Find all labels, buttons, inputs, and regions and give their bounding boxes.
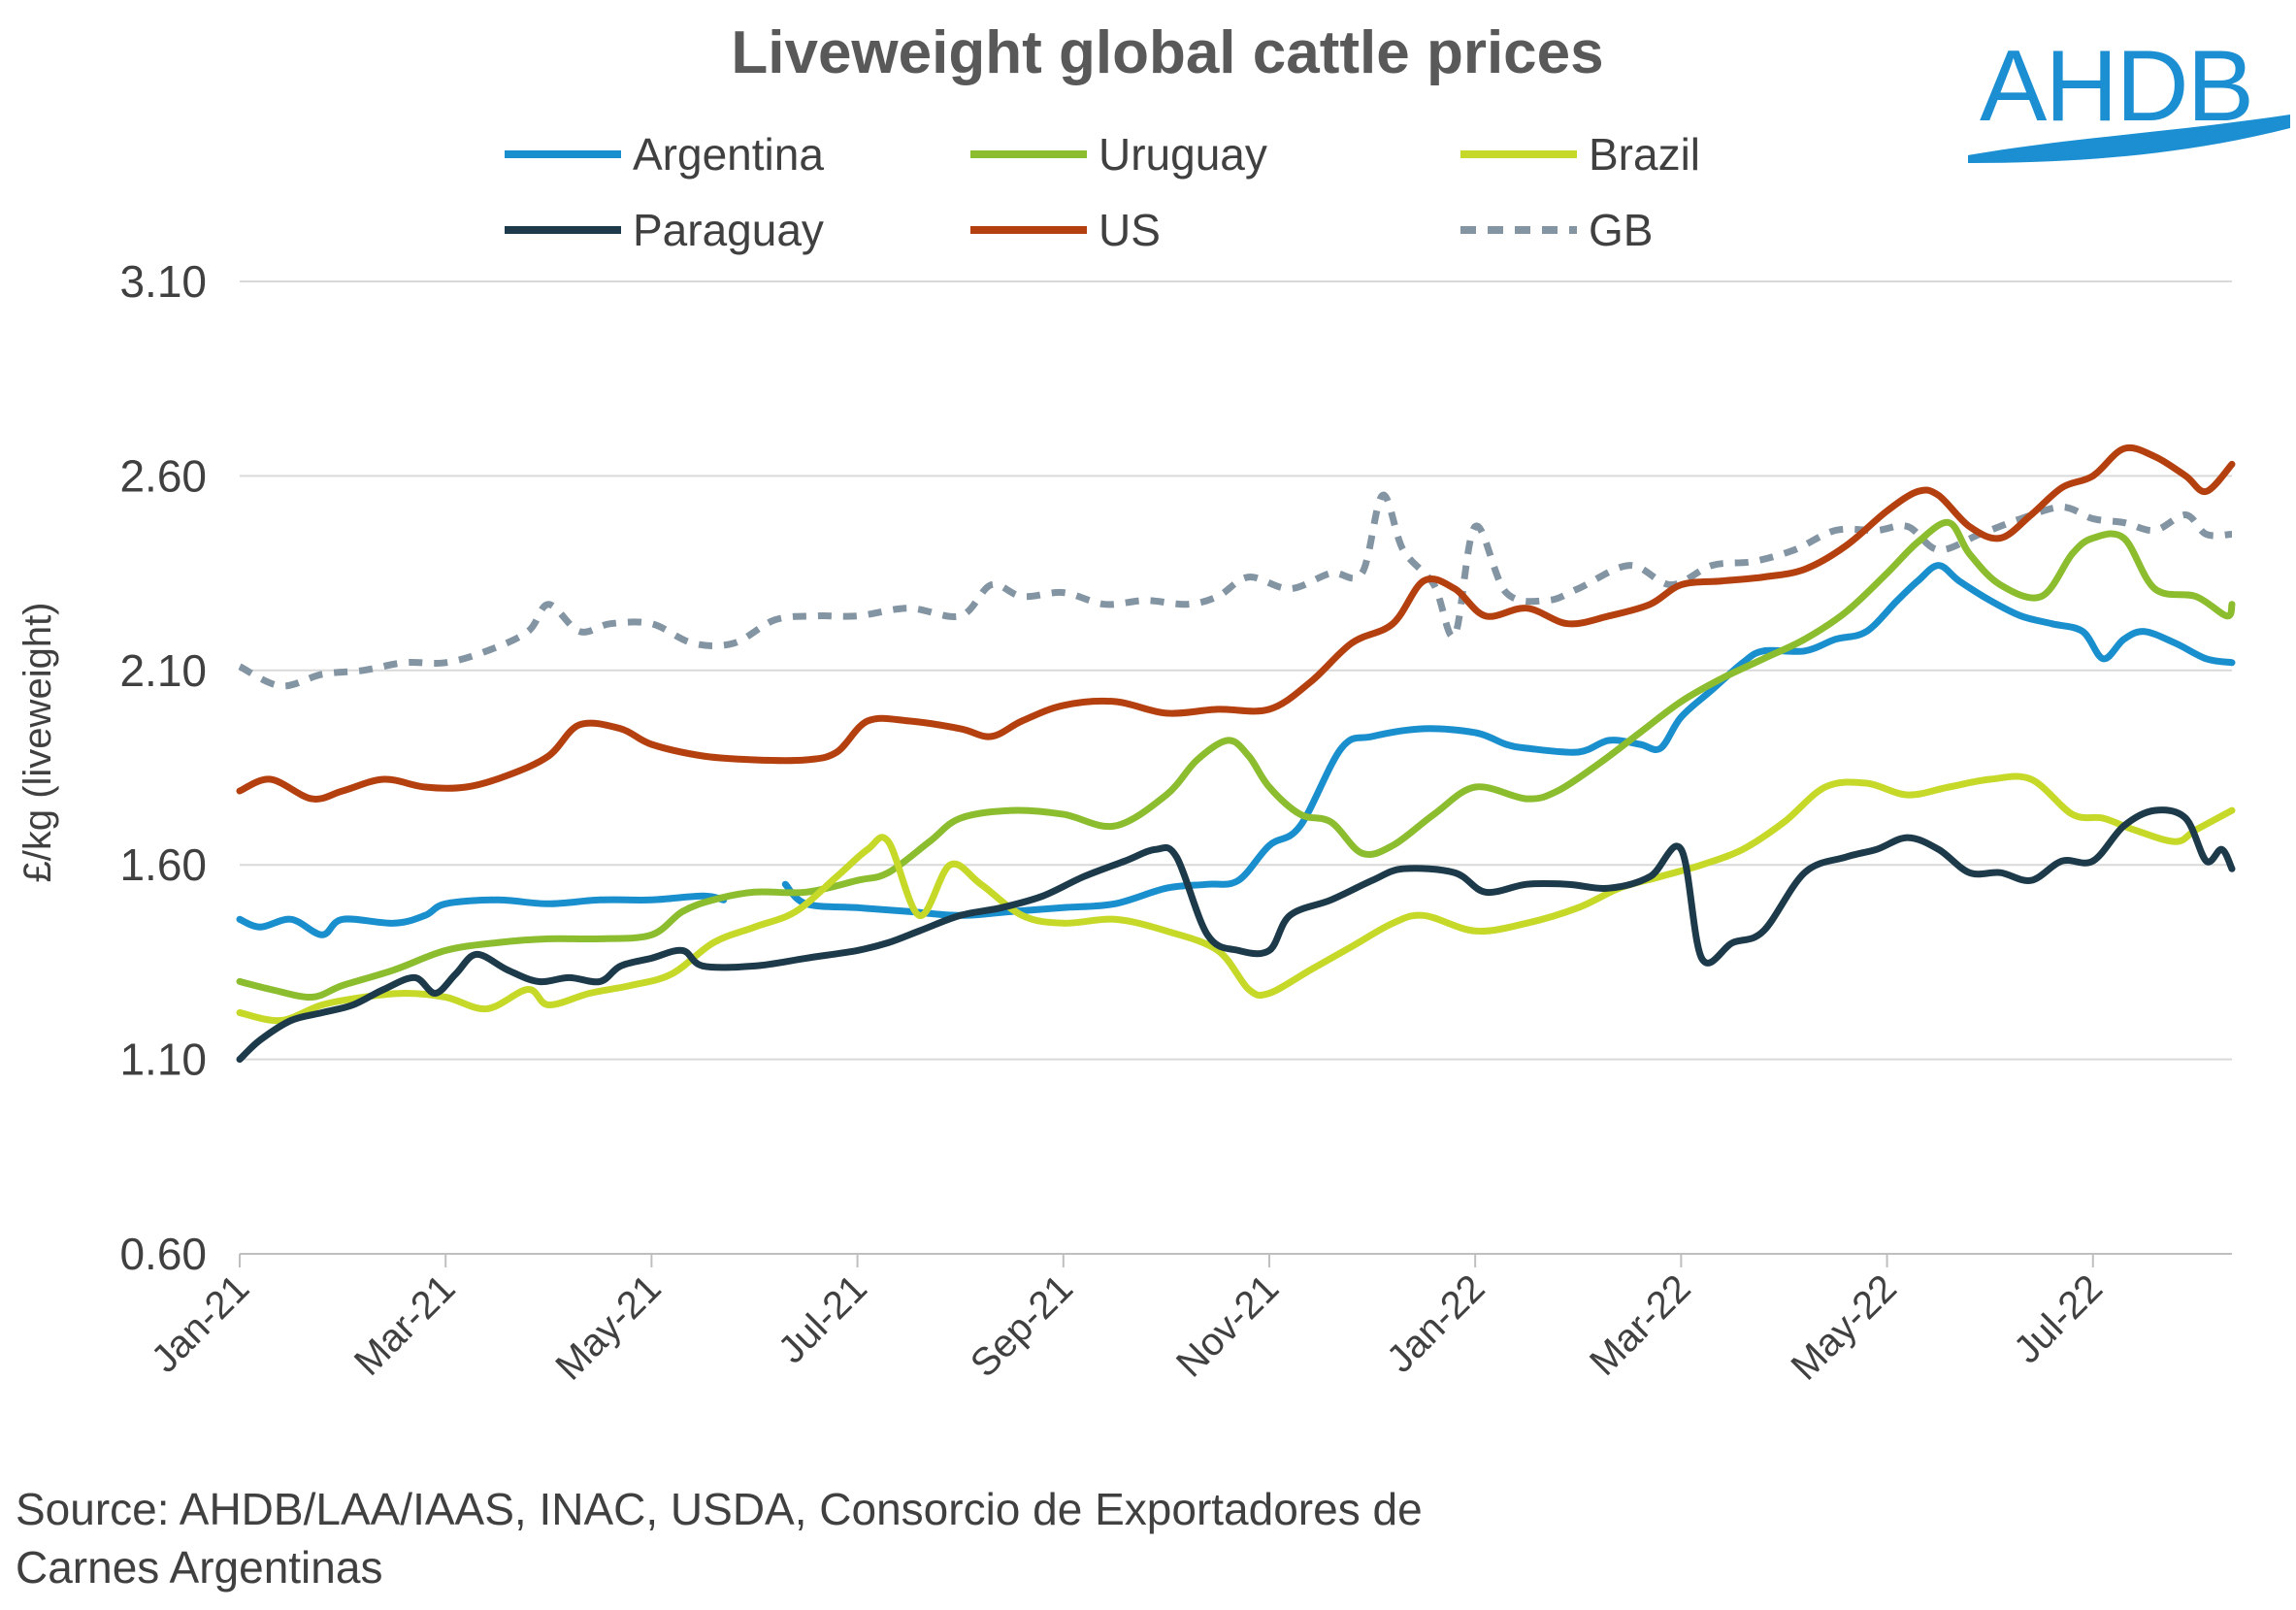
legend-label-gb: GB	[1589, 205, 1653, 255]
y-tick-label-0-60: 0.60	[119, 1229, 207, 1279]
series-line-uruguay	[236, 518, 2236, 1002]
source-line-1: Source: AHDB/LAA/IAAS, INAC, USDA, Conso…	[16, 1484, 1423, 1534]
series-line-argentina-part-2	[781, 562, 2236, 919]
legend-label-us: US	[1099, 205, 1161, 255]
x-tick-label-jul-22: Jul-22	[2006, 1266, 2111, 1371]
series-lines	[236, 444, 2236, 1064]
series-line-gb	[238, 491, 2233, 690]
series-line-brazil	[236, 772, 2236, 1025]
logo-text: AHDB	[1980, 30, 2252, 143]
legend-label-paraguay: Paraguay	[633, 205, 824, 255]
source-note: Source: AHDB/LAA/IAAS, INAC, USDA, Conso…	[16, 1480, 1859, 1596]
x-tick-label-mar-22: Mar-22	[1582, 1266, 1699, 1384]
y-tick-label-2-60: 2.60	[119, 450, 207, 501]
series-line-us	[236, 444, 2236, 803]
x-tick-label-jan-21: Jan-21	[144, 1266, 258, 1381]
gridlines	[240, 280, 2232, 1061]
x-tick-label-mar-21: Mar-21	[346, 1266, 464, 1384]
y-tick-label-1-10: 1.10	[119, 1035, 207, 1085]
legend-label-brazil: Brazil	[1589, 129, 1700, 180]
x-tick-label-sep-21: Sep-21	[963, 1266, 1081, 1385]
x-tick-label-may-21: May-21	[547, 1266, 669, 1388]
y-axis-ticks: 0.60 1.10 1.60 2.10 2.60 3.10	[119, 256, 207, 1279]
x-axis: Jan-21 Mar-21 May-21 Jul-21 Sep-21 Nov-21 Jan-…	[144, 1253, 2232, 1389]
y-tick-label-3-10: 3.10	[119, 256, 207, 307]
y-tick-label-2-10: 2.10	[119, 645, 207, 696]
y-axis-label: £/kg (liveweight)	[16, 602, 59, 882]
x-tick-label-may-22: May-22	[1784, 1266, 1905, 1388]
ahdb-logo: AHDB	[1968, 30, 2290, 163]
x-tick-label-nov-21: Nov-21	[1168, 1266, 1287, 1385]
chart-title: Liveweight global cattle prices	[731, 19, 1603, 86]
x-tick-label-jul-21: Jul-21	[771, 1266, 875, 1371]
legend: Argentina Uruguay Brazil Paraguay US GB	[505, 129, 1700, 255]
logo-wave-icon	[1968, 115, 2290, 163]
series-line-paraguay	[236, 806, 2236, 1064]
x-tick-label-jan-22: Jan-22	[1379, 1266, 1493, 1381]
y-tick-label-1-60: 1.60	[119, 839, 207, 890]
legend-label-argentina: Argentina	[633, 129, 824, 180]
series-line-argentina-part-1	[236, 892, 728, 938]
source-line-2: Carnes Argentinas	[16, 1542, 383, 1593]
legend-label-uruguay: Uruguay	[1099, 129, 1267, 180]
